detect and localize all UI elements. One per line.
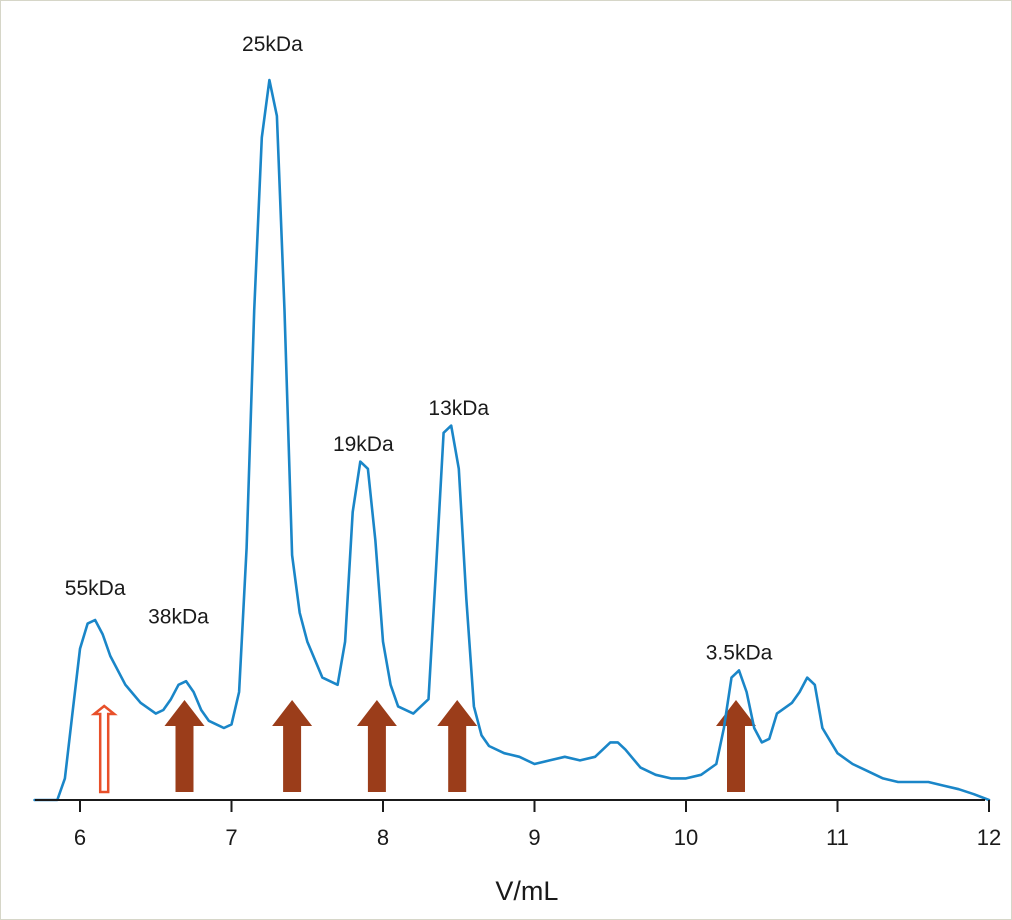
- peak-label: 19kDa: [333, 433, 394, 456]
- peak-label: 13kDa: [428, 397, 489, 420]
- peak-labels: 55kDa 38kDa 25kDa 19kDa 13kDa 3.5kDa: [65, 33, 773, 664]
- up-arrow-marker: [356, 700, 397, 792]
- x-tick-label: 9: [528, 825, 540, 850]
- x-tick-label: 8: [377, 825, 389, 850]
- x-tick-label: 6: [74, 825, 86, 850]
- x-tick-label: 12: [977, 825, 1001, 850]
- arrow-markers: [90, 700, 756, 794]
- x-tick-label: 10: [674, 825, 698, 850]
- x-axis-title: V/mL: [495, 876, 558, 906]
- elution-trace: [33, 78, 991, 802]
- up-arrow-marker: [437, 700, 478, 792]
- peak-label: 3.5kDa: [706, 642, 773, 665]
- up-arrow-marker: [716, 700, 756, 792]
- x-axis-ticks: 6 7 8 9 10 11 12: [74, 800, 1001, 850]
- x-tick-label: 11: [826, 825, 849, 850]
- up-arrow-marker: [272, 700, 313, 792]
- peak-label: 55kDa: [65, 577, 126, 600]
- up-arrow-marker: [164, 700, 205, 792]
- x-tick-label: 7: [225, 825, 237, 850]
- up-arrow-outline-marker: [90, 704, 118, 794]
- peak-label: 38kDa: [148, 606, 209, 629]
- peak-label: 25kDa: [242, 33, 303, 56]
